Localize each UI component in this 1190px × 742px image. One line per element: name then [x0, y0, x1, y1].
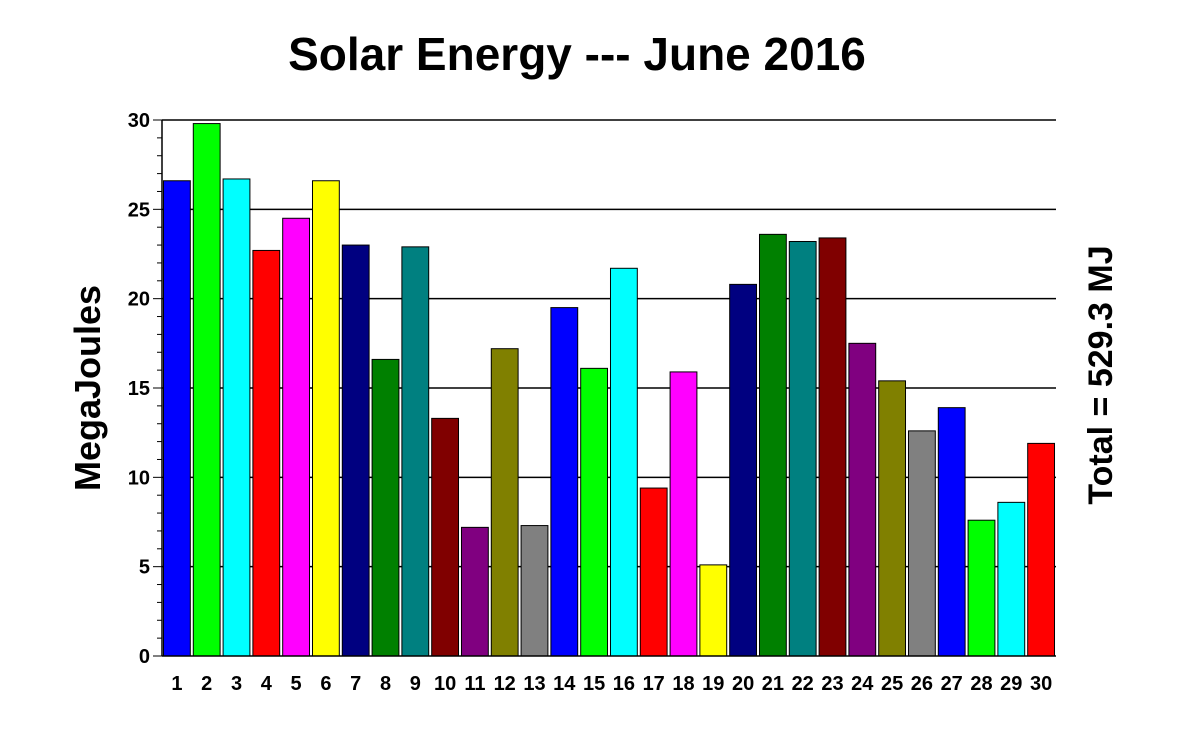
- bar-day-15: [580, 367, 609, 657]
- bar-day-3: [222, 178, 251, 657]
- bars: [162, 123, 1056, 657]
- x-tick-label-14: 14: [553, 673, 576, 695]
- bar-day-14: [550, 307, 579, 657]
- bar-day-29: [997, 501, 1026, 657]
- bar-day-20: [729, 283, 758, 657]
- x-tick-label-23: 23: [821, 673, 843, 695]
- x-tick-label-1: 1: [171, 673, 182, 695]
- x-tick-label-29: 29: [1000, 673, 1022, 695]
- x-tick-label-16: 16: [613, 673, 635, 695]
- y-tick-label-10: 10: [128, 467, 150, 489]
- x-tick-label-12: 12: [494, 673, 516, 695]
- bar-day-10: [431, 417, 460, 657]
- bar-day-24: [848, 342, 877, 657]
- bar-day-8: [371, 358, 400, 657]
- y-tick-label-0: 0: [139, 646, 150, 668]
- bar-day-28: [967, 519, 996, 657]
- x-tick-label-6: 6: [320, 673, 331, 695]
- bar-day-11: [460, 526, 489, 657]
- x-tick-label-7: 7: [350, 673, 361, 695]
- y-axis-label: MegaJoules: [67, 285, 108, 491]
- x-tick-label-20: 20: [732, 673, 754, 695]
- y-tick-label-25: 25: [128, 199, 150, 221]
- x-tick-label-10: 10: [434, 673, 456, 695]
- bar-day-25: [878, 380, 907, 657]
- bar-day-12: [490, 348, 519, 657]
- bar-day-23: [818, 237, 847, 657]
- bar-day-26: [907, 430, 936, 657]
- bar-day-22: [788, 240, 817, 657]
- bar-day-16: [609, 267, 638, 657]
- x-tick-label-9: 9: [410, 673, 421, 695]
- x-tick-label-19: 19: [702, 673, 724, 695]
- x-axis-tick-labels: 1 2 3 4 5 6 7 8 9 10 11 12 13 14 15 16 17 18 19 20 21 22 23 24 2…: [171, 673, 1052, 695]
- x-tick-label-30: 30: [1030, 673, 1052, 695]
- bar-day-7: [341, 244, 370, 657]
- bar-day-19: [699, 564, 728, 657]
- bar-day-9: [401, 246, 430, 657]
- bar-day-13: [520, 525, 549, 657]
- total-annotation: Total = 529.3 MJ: [1082, 245, 1120, 504]
- y-axis: 0 5 10 15 20 25 30: [128, 110, 1056, 668]
- y-tick-label-30: 30: [128, 110, 150, 132]
- x-tick-label-21: 21: [762, 673, 784, 695]
- x-tick-label-27: 27: [941, 673, 963, 695]
- x-tick-label-18: 18: [672, 673, 694, 695]
- y-tick-label-5: 5: [139, 557, 150, 579]
- x-tick-label-26: 26: [911, 673, 933, 695]
- bar-day-4: [252, 249, 281, 657]
- bar-day-27: [937, 407, 966, 657]
- bar-day-1: [162, 180, 191, 657]
- x-tick-label-5: 5: [291, 673, 302, 695]
- y-tick-label-20: 20: [128, 289, 150, 311]
- x-tick-label-15: 15: [583, 673, 605, 695]
- x-tick-label-24: 24: [851, 673, 874, 695]
- bar-day-2: [192, 123, 221, 657]
- bar-day-6: [311, 180, 340, 657]
- x-tick-label-13: 13: [523, 673, 545, 695]
- bar-day-18: [669, 371, 698, 657]
- bar-day-5: [282, 217, 311, 657]
- x-tick-label-11: 11: [464, 673, 485, 695]
- x-tick-label-28: 28: [970, 673, 992, 695]
- x-tick-label-4: 4: [261, 673, 273, 695]
- bar-day-21: [758, 233, 787, 657]
- gridlines: [162, 119, 1056, 568]
- chart-title: Solar Energy --- June 2016: [288, 28, 866, 80]
- x-tick-label-25: 25: [881, 673, 903, 695]
- x-tick-label-8: 8: [380, 673, 391, 695]
- bar-day-17: [639, 487, 668, 657]
- x-tick-label-17: 17: [643, 673, 665, 695]
- x-tick-label-22: 22: [792, 673, 814, 695]
- x-tick-label-2: 2: [201, 673, 212, 695]
- x-tick-label-3: 3: [231, 673, 242, 695]
- y-tick-label-15: 15: [128, 378, 150, 400]
- bar-day-30: [1027, 442, 1056, 657]
